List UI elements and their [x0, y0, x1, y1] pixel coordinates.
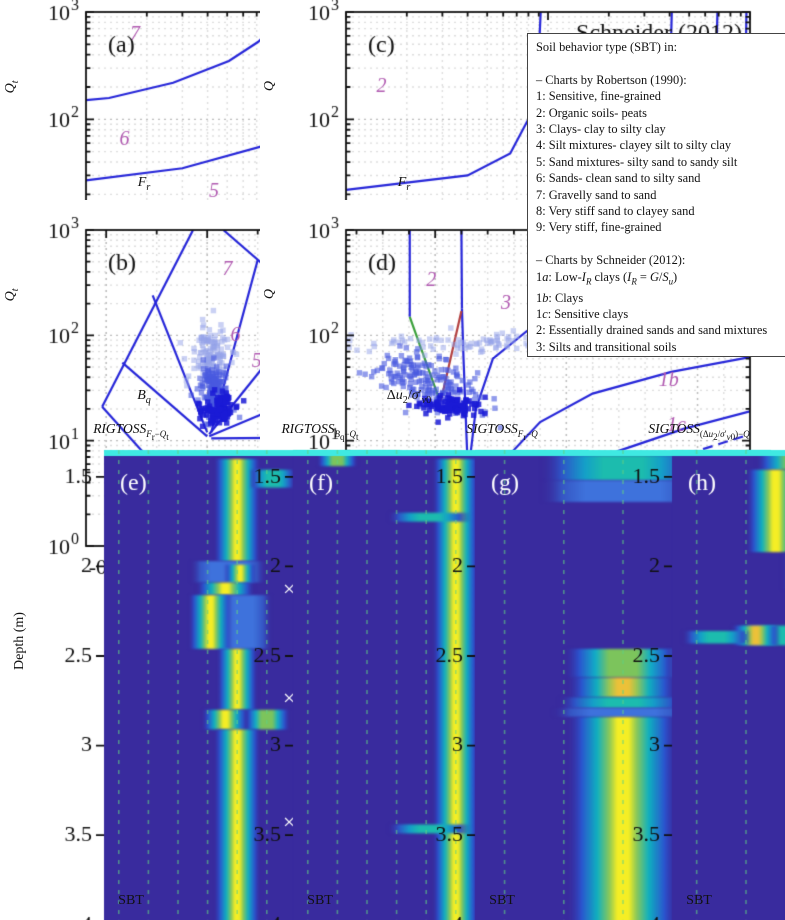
legend-line-7: 5: Sand mixtures- silty sand to sandy si… — [536, 154, 738, 169]
legend-line-5: 3: Clays- clay to silty clay — [536, 122, 666, 137]
legend-line-6: 4: Silt mixtures- clayey silt to silty c… — [536, 138, 732, 153]
legend-line-17: 2: Essentially drained sands and sand mi… — [536, 323, 768, 338]
legend-line-9: 7: Gravelly sand to sand — [536, 187, 657, 202]
heatmap-g-sbt-label: SBT — [489, 893, 515, 908]
chart-d-xlabel: Δu2/σ′v0 — [386, 388, 432, 406]
chart-d-ylabel: Q — [262, 288, 277, 300]
legend-line-11: 9: Very stiff, fine-grained — [536, 220, 662, 235]
heatmap-h-sigtoss-duq — [578, 432, 785, 920]
legend-line-15: 1b: Clays — [536, 290, 584, 305]
legend-line-10: 8: Very stiff sand to clayey sand — [536, 204, 695, 219]
chart-a-ylabel: Qt — [3, 80, 21, 94]
legend-line-4: 2: Organic soils- peats — [536, 105, 647, 120]
heatmap-e-sbt-label: SBT — [118, 893, 144, 908]
legend-line-12 — [536, 236, 780, 252]
legend-line-18: 3: Silts and transitional soils — [536, 339, 677, 354]
sbt-legend-box: Soil behavior type (SBT) in: – Charts by… — [527, 33, 785, 357]
legend-line-13: – Charts by Schneider (2012): — [536, 253, 686, 268]
legend-line-8: 6: Sands- clean sand to silty sand — [536, 171, 701, 186]
chart-b-xlabel: Bq — [137, 388, 151, 406]
legend-line-16: 1c: Sensitive clays — [536, 306, 629, 321]
chart-c-ylabel: Q — [262, 80, 277, 92]
legend-line-3: 1: Sensitive, fine-grained — [536, 89, 661, 104]
depth-axis-label: Depth (m) — [12, 612, 27, 670]
chart-c-xlabel: Fr — [397, 175, 411, 193]
heatmap-h-sbt-label: SBT — [686, 893, 712, 908]
chart-a-xlabel: Fr — [137, 175, 151, 193]
heatmap-f-sbt-label: SBT — [307, 893, 333, 908]
legend-line-2: – Charts by Robertson (1990): — [536, 72, 687, 87]
chart-b-ylabel: Qt — [3, 288, 21, 302]
legend-line-0: Soil behavior type (SBT) in: — [536, 40, 678, 54]
legend-line-14: 1a: Low-IR clays (IR = G/Su) — [536, 269, 678, 287]
legend-line-1 — [536, 55, 780, 71]
